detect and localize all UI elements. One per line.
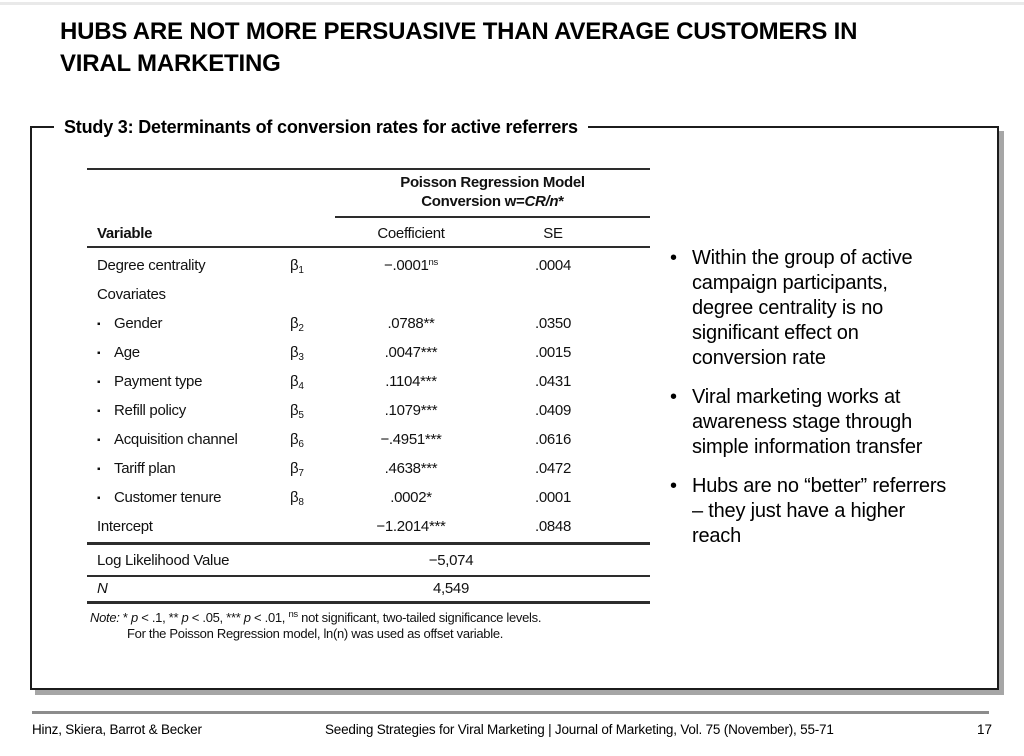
bullet-text: Viral marketing works at awareness stage…	[692, 386, 923, 458]
row-bullet-icon: ▪	[97, 348, 101, 359]
row-beta: β8	[290, 489, 304, 508]
row-label: Acquisition channel	[114, 431, 238, 448]
row-coefficient: −.0001ns	[384, 257, 438, 274]
table-spanning-header: Poisson Regression Model Conversion w=CR…	[335, 173, 650, 211]
row-beta: β6	[290, 431, 304, 450]
slide-title: HUBS ARE NOT MORE PERSUASIVE THAN AVERAG…	[60, 18, 858, 77]
table-rule-header	[87, 246, 650, 248]
row-se: .0848	[534, 518, 572, 535]
slide-top-edge	[0, 2, 1024, 5]
table-row: Intercept −1.2014*** .0848	[87, 512, 650, 541]
row-coefficient: .0047***	[384, 344, 438, 361]
footer-page-number: 17	[976, 722, 992, 737]
row-coefficient: .1104***	[385, 373, 437, 390]
row-label: Payment type	[114, 373, 203, 390]
note-line-1: Note: * p < .1, ** p < .05, *** p < .01,…	[90, 609, 542, 625]
row-label: Gender	[114, 315, 163, 332]
row-bullet-icon: ▪	[97, 435, 101, 446]
table-row: ▪ Customer tenure β8 .0002* .0001	[87, 483, 650, 512]
table-row: ▪ Acquisition channel β6 −.4951*** .0616	[87, 425, 650, 454]
table-rule-top	[87, 168, 650, 170]
row-coefficient: .1079***	[384, 402, 438, 419]
table-row: Degree centrality β1 −.0001ns .0004	[87, 251, 650, 280]
row-label: Customer tenure	[114, 489, 222, 506]
row-label: Age	[114, 344, 140, 361]
row-coefficient: .0002*	[390, 489, 432, 506]
row-se: .0409	[534, 402, 572, 419]
table-row: ▪ Tariff plan β7 .4638*** .0472	[87, 454, 650, 483]
study-box-legend: Study 3: Determinants of conversion rate…	[54, 113, 588, 141]
table-row: ▪ Gender β2 .0788** .0350	[87, 309, 650, 338]
table-row: Covariates	[87, 280, 650, 309]
table-note: Note: * p < .1, ** p < .05, *** p < .01,…	[90, 610, 690, 642]
row-beta: β3	[290, 344, 304, 363]
table-body: Degree centrality β1 −.0001ns .0004 Cova…	[87, 251, 650, 541]
footer-source: Seeding Strategies for Viral Marketing |…	[325, 722, 834, 737]
row-beta: β5	[290, 402, 304, 421]
row-se: .0015	[534, 344, 572, 361]
row-bullet-icon: ▪	[97, 377, 101, 388]
row-coefficient: .0788**	[387, 315, 435, 332]
row-bullet-icon: ▪	[97, 493, 101, 504]
list-item: • Hubs are no “better” referrers – they …	[670, 474, 970, 549]
row-label: Tariff plan	[114, 460, 176, 477]
table-rule-summary-top	[87, 542, 650, 545]
table-rule-span	[335, 216, 650, 218]
summary-row-loglikelihood: Log Likelihood Value −5,074	[87, 547, 650, 575]
row-se: .0350	[534, 315, 572, 332]
summary-label: N	[97, 580, 108, 597]
row-se: .0001	[534, 489, 572, 506]
table-row: ▪ Age β3 .0047*** .0015	[87, 338, 650, 367]
bullet-icon: •	[670, 475, 677, 497]
table-row: ▪ Refill policy β5 .1079*** .0409	[87, 396, 650, 425]
row-se: .0431	[534, 373, 572, 390]
row-se: .0472	[534, 460, 572, 477]
bullet-icon: •	[670, 247, 677, 269]
conversion-formula: Conversion w=CR/n*	[421, 193, 564, 210]
row-beta: β1	[290, 257, 304, 276]
row-coefficient: −1.2014***	[376, 518, 446, 535]
row-label: Intercept	[97, 518, 153, 535]
row-label: Refill policy	[114, 402, 186, 419]
summary-row-n: N 4,549	[87, 577, 650, 601]
table-row: ▪ Payment type β4 .1104*** .0431	[87, 367, 650, 396]
bullet-icon: •	[670, 386, 677, 408]
summary-label: Log Likelihood Value	[97, 552, 230, 569]
summary-value: 4,549	[432, 580, 470, 597]
row-label: Degree centrality	[97, 257, 206, 274]
row-bullet-icon: ▪	[97, 464, 101, 475]
list-item: • Viral marketing works at awareness sta…	[670, 385, 970, 460]
row-coefficient: −.4951***	[380, 431, 442, 448]
footer-divider	[32, 711, 989, 714]
column-header-se: SE	[543, 225, 563, 242]
row-beta: β7	[290, 460, 304, 479]
row-beta: β2	[290, 315, 304, 334]
bullet-text: Within the group of active campaign part…	[692, 247, 913, 369]
table-column-headers: Variable Coefficient SE	[87, 221, 650, 247]
row-coefficient: .4638***	[384, 460, 438, 477]
row-bullet-icon: ▪	[97, 319, 101, 330]
table-rule-bottom	[87, 601, 650, 604]
column-header-coefficient: Coefficient	[377, 225, 445, 242]
column-header-variable: Variable	[97, 225, 153, 242]
row-bullet-icon: ▪	[97, 406, 101, 417]
row-label: Covariates	[97, 286, 166, 303]
footer-authors: Hinz, Skiera, Barrot & Becker	[32, 722, 202, 737]
study-group-box: Study 3: Determinants of conversion rate…	[30, 113, 999, 690]
row-beta: β4	[290, 373, 304, 392]
bullet-text: Hubs are no “better” referrers – they ju…	[692, 475, 947, 547]
summary-value: −5,074	[428, 552, 474, 569]
table-rule-summary-mid	[87, 575, 650, 577]
note-line-2: For the Poisson Regression model, ln(n) …	[127, 626, 504, 641]
model-name: Poisson Regression Model	[400, 174, 585, 191]
row-se: .0616	[534, 431, 572, 448]
list-item: • Within the group of active campaign pa…	[670, 246, 970, 371]
key-findings-list: • Within the group of active campaign pa…	[670, 246, 970, 563]
row-se: .0004	[534, 257, 572, 274]
